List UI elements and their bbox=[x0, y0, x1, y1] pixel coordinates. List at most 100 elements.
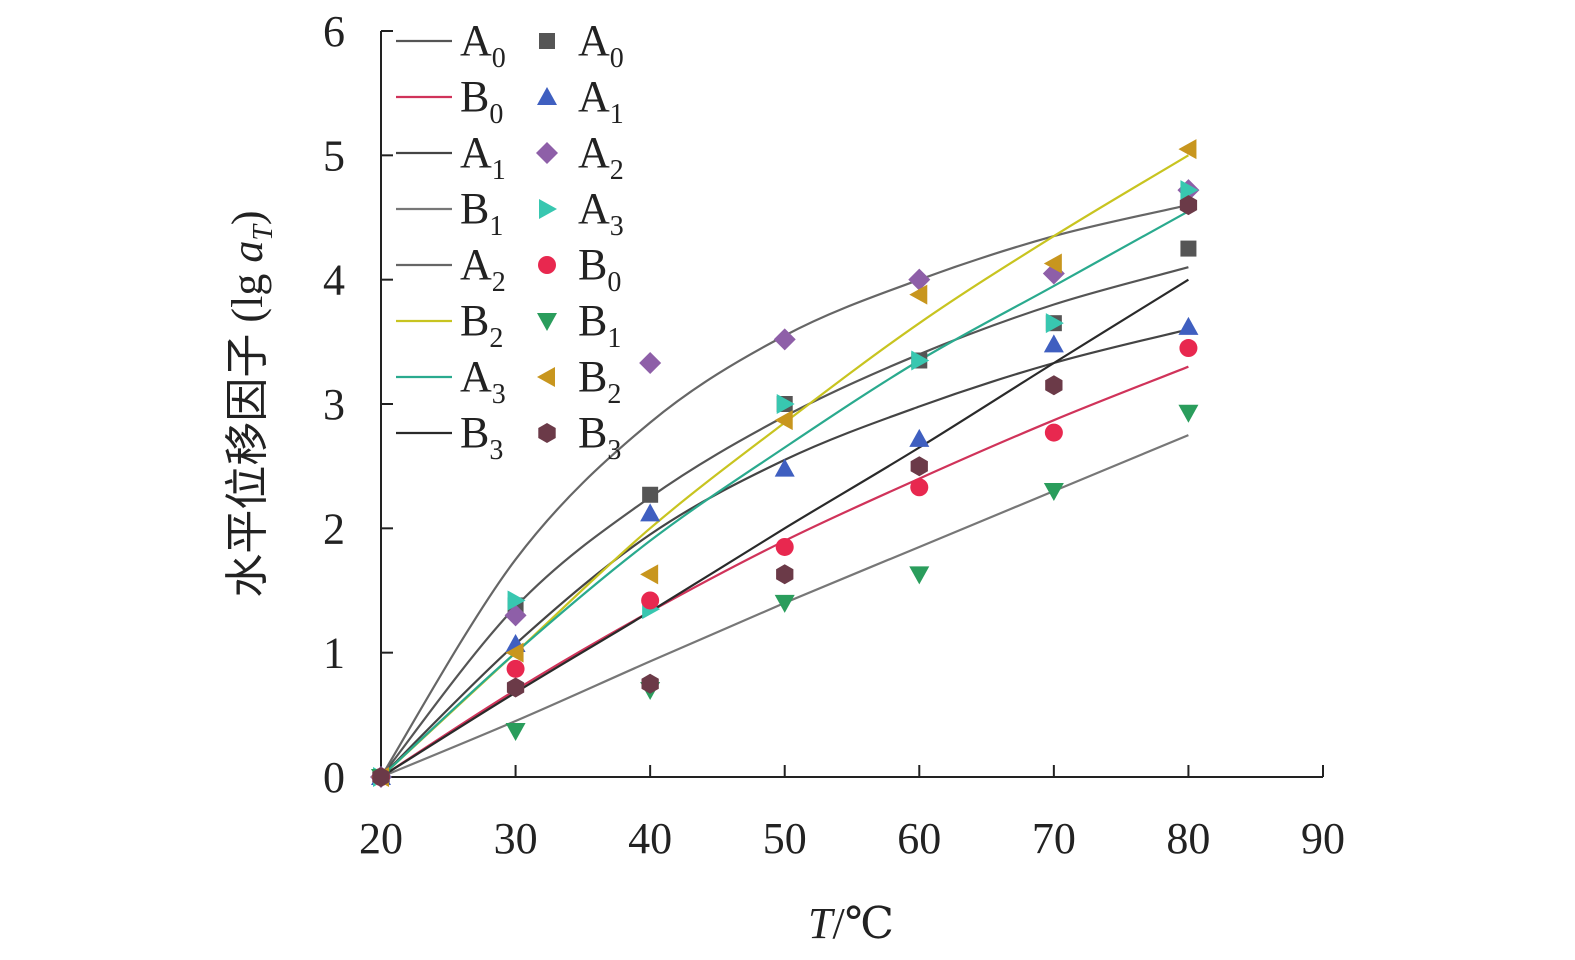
legend-label-base: A bbox=[578, 128, 610, 177]
legend-marker-label: A0 bbox=[578, 16, 624, 74]
fit-line-b3 bbox=[380, 278, 1189, 778]
marker-b2 bbox=[1043, 253, 1062, 274]
x-tick-label: 60 bbox=[897, 814, 941, 863]
legend-marker-label: A2 bbox=[578, 128, 624, 186]
y-tick-label: 4 bbox=[323, 256, 345, 305]
marker-b3 bbox=[1179, 195, 1198, 216]
marker-a1 bbox=[640, 503, 661, 522]
marker-b1 bbox=[1043, 483, 1064, 502]
legend-label-sub: 2 bbox=[607, 379, 621, 410]
legend-line-label: B3 bbox=[460, 408, 503, 466]
x-axis-title-unit: /℃ bbox=[833, 899, 894, 948]
marker-b3 bbox=[910, 456, 928, 477]
marker-b0 bbox=[1179, 339, 1198, 358]
legend-label-sub: 0 bbox=[489, 99, 503, 130]
marker-b1 bbox=[505, 722, 526, 741]
legend-line-label: A3 bbox=[460, 352, 506, 410]
legend-marker-swatch bbox=[536, 142, 558, 164]
marker-a1 bbox=[774, 458, 795, 477]
legend-marker-label: B3 bbox=[578, 408, 621, 466]
legend-label-base: B bbox=[578, 296, 607, 345]
marker-a3 bbox=[1180, 180, 1199, 201]
legend-label-base: B bbox=[460, 296, 489, 345]
y-tick-label: 6 bbox=[323, 7, 345, 56]
legend-label-sub: 2 bbox=[610, 155, 624, 186]
x-axis-title-var: T bbox=[808, 899, 836, 948]
legend-marker-swatch bbox=[537, 367, 555, 387]
legend-label-sub: 1 bbox=[607, 323, 621, 354]
marker-b0 bbox=[775, 537, 794, 556]
x-tick-label: 80 bbox=[1166, 814, 1210, 863]
legend-marker-label: B2 bbox=[578, 352, 621, 410]
marker-a3 bbox=[507, 590, 526, 611]
legend-line-label: B1 bbox=[460, 184, 503, 242]
x-tick-label: 40 bbox=[628, 814, 672, 863]
y-tick-label: 0 bbox=[323, 753, 345, 802]
legend-label-sub: 3 bbox=[610, 211, 624, 242]
marker-b2 bbox=[909, 284, 928, 305]
marker-a2 bbox=[773, 328, 796, 351]
y-tick-label: 5 bbox=[323, 131, 345, 180]
x-tick-label: 90 bbox=[1301, 814, 1345, 863]
marker-a1 bbox=[1043, 334, 1064, 353]
legend-label-sub: 1 bbox=[610, 99, 624, 130]
marker-b2 bbox=[505, 642, 524, 663]
legend-label-base: B bbox=[578, 352, 607, 401]
marker-b3 bbox=[372, 767, 390, 787]
legend-label-base: A bbox=[578, 184, 610, 233]
y-axis-title-sub: T bbox=[248, 223, 279, 241]
legend-label-sub: 0 bbox=[610, 43, 624, 74]
marker-a3 bbox=[911, 350, 930, 371]
legend-label-base: B bbox=[578, 408, 607, 457]
legend-line-label: A0 bbox=[460, 16, 506, 74]
legend-label-sub: 0 bbox=[492, 43, 506, 74]
marker-b1 bbox=[909, 566, 930, 585]
marker-b1 bbox=[1178, 404, 1199, 423]
marker-b0 bbox=[641, 591, 660, 610]
marker-a0 bbox=[1180, 240, 1197, 257]
y-axis-title-var: a bbox=[223, 241, 272, 263]
marker-a1 bbox=[909, 428, 930, 447]
legend-label-base: B bbox=[460, 72, 489, 121]
legend-marker-swatch bbox=[539, 33, 555, 49]
x-tick-label: 70 bbox=[1032, 814, 1076, 863]
marker-a2 bbox=[908, 268, 931, 291]
marker-a0 bbox=[642, 486, 659, 503]
marker-b3 bbox=[641, 673, 659, 694]
legend-marker-swatch bbox=[539, 199, 557, 219]
y-axis-title: 水平位移因子 (lg aT) bbox=[223, 210, 279, 597]
legend-label-base: A bbox=[460, 16, 492, 65]
legend-label-base: A bbox=[460, 128, 492, 177]
legend-marker-swatch bbox=[538, 423, 556, 443]
marker-a3 bbox=[776, 394, 795, 414]
legend-label-base: B bbox=[578, 240, 607, 289]
legend-marker-swatch bbox=[537, 313, 557, 331]
marker-a1 bbox=[1178, 316, 1199, 335]
marker-b3 bbox=[506, 677, 525, 698]
y-tick-label: 1 bbox=[323, 629, 345, 678]
legend-line-label: B2 bbox=[460, 296, 503, 354]
y-tick-label: 3 bbox=[323, 380, 345, 429]
marker-b3 bbox=[1045, 375, 1063, 396]
marker-a2 bbox=[639, 351, 662, 374]
marker-b0 bbox=[910, 478, 929, 497]
legend-label-sub: 2 bbox=[489, 323, 503, 354]
x-tick-label: 20 bbox=[359, 814, 403, 863]
fit-line-a2 bbox=[380, 204, 1189, 778]
marker-b0 bbox=[506, 659, 525, 678]
data-markers bbox=[370, 139, 1200, 788]
legend-line-label: A1 bbox=[460, 128, 506, 186]
marker-b3 bbox=[776, 564, 794, 585]
marker-b2 bbox=[1178, 139, 1197, 160]
legend-label-sub: 3 bbox=[489, 435, 503, 466]
legend-marker-label: B0 bbox=[578, 240, 621, 298]
legend-label-base: B bbox=[460, 408, 489, 457]
legend-marker-label: A1 bbox=[578, 72, 624, 130]
marker-a2 bbox=[504, 604, 527, 627]
y-axis-title-main: 水平位移因子 (lg bbox=[223, 263, 272, 598]
legend-label-base: A bbox=[460, 240, 492, 289]
legend-label-sub: 3 bbox=[607, 435, 621, 466]
